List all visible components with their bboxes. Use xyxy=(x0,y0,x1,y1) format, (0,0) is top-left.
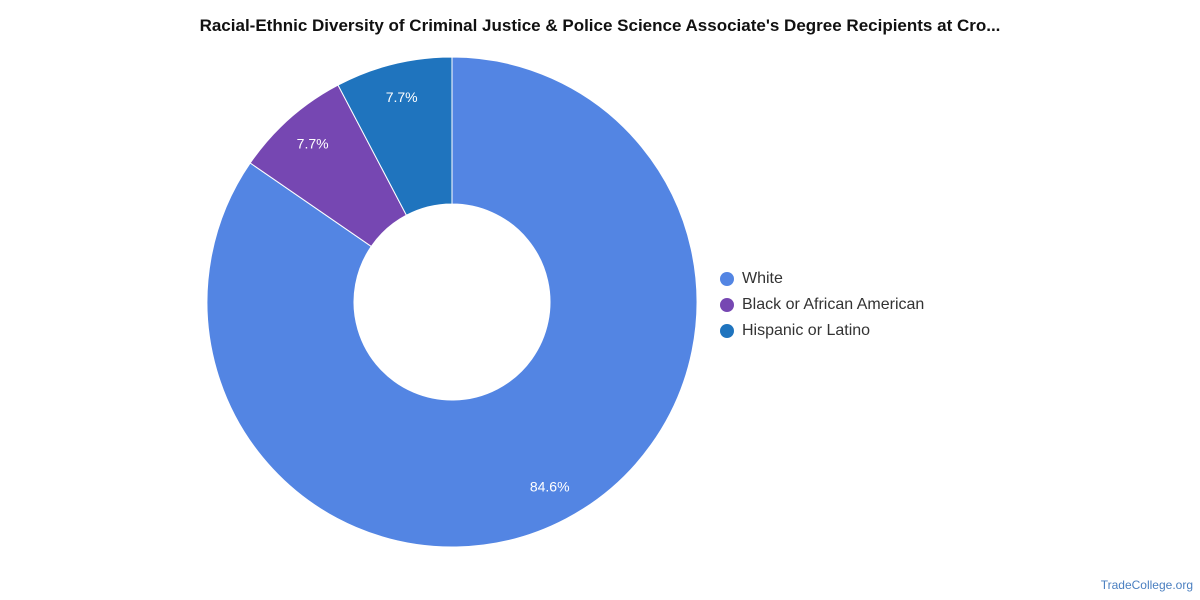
site-credit[interactable]: TradeCollege.org xyxy=(1100,578,1193,592)
chart-title: Racial-Ethnic Diversity of Criminal Just… xyxy=(199,16,1001,35)
legend-label: Black or African American xyxy=(742,296,925,313)
legend-item[interactable]: Hispanic or Latino xyxy=(720,318,924,344)
slice-value-label: 7.7% xyxy=(297,136,329,152)
slice-hispanic-or-latino[interactable] xyxy=(337,56,453,216)
legend-item[interactable]: White xyxy=(720,266,924,292)
legend-swatch xyxy=(720,298,734,312)
legend-item[interactable]: Black or African American xyxy=(720,292,924,318)
slice-value-label: 7.7% xyxy=(386,89,418,105)
legend-label: Hispanic or Latino xyxy=(742,322,871,339)
legend-label: White xyxy=(742,270,783,287)
chart-legend: White Black or African American Hispanic o… xyxy=(720,266,924,344)
legend-swatch xyxy=(720,324,734,338)
slice-white[interactable] xyxy=(206,56,698,548)
slice-value-label: 84.6% xyxy=(530,479,570,495)
legend-swatch xyxy=(720,272,734,286)
